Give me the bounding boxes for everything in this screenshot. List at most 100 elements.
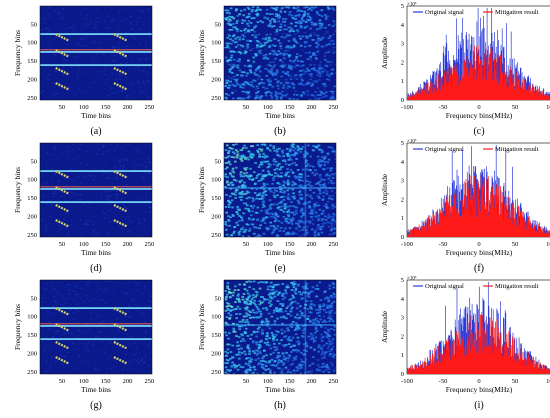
chirp-mark bbox=[113, 307, 128, 316]
panel-label: (c) bbox=[473, 126, 484, 137]
y-tick-label: 2 bbox=[401, 59, 404, 66]
y-axis-label: Frequency bins bbox=[197, 304, 206, 350]
legend-entry: Mitigation result bbox=[495, 9, 539, 16]
x-tick-label: 200 bbox=[307, 378, 317, 385]
y-tick-label: 200 bbox=[211, 213, 221, 220]
x-tick-label: 0 bbox=[477, 241, 480, 248]
y-tick-label: 200 bbox=[27, 213, 37, 220]
y-tick-label: 4 bbox=[401, 159, 405, 166]
panel-b: 50 100 150 200 250 50 100 150 200 250 Time bins Fre… bbox=[192, 2, 372, 139]
y-tick-label: 50 bbox=[31, 158, 38, 165]
x-tick-label: 100 bbox=[546, 378, 550, 385]
y-tick-label: 2 bbox=[401, 333, 404, 340]
x-tick-label: 150 bbox=[285, 378, 295, 385]
legend: Original signal Mitigation result bbox=[413, 9, 539, 16]
y-exponent: ×10³ bbox=[407, 2, 417, 8]
x-tick-label: 250 bbox=[329, 104, 339, 111]
y-exponent: ×10³ bbox=[407, 276, 417, 282]
panel-plot: 50 100 150 200 250 50 100 150 200 250 Time bins Fre… bbox=[197, 5, 339, 137]
x-axis-label: Frequency bins(MHz) bbox=[446, 111, 513, 120]
panel-label: (a) bbox=[90, 126, 101, 137]
heatmap-content bbox=[40, 143, 152, 237]
y-axis-label: Amplitude bbox=[380, 36, 389, 69]
x-tick-label: 100 bbox=[546, 241, 550, 248]
y-tick-label: 250 bbox=[27, 232, 37, 239]
y-tick-label: 4 bbox=[401, 296, 405, 303]
heatmap-content bbox=[40, 280, 152, 374]
x-tick-label: 200 bbox=[123, 104, 133, 111]
y-tick-label: 250 bbox=[27, 369, 37, 376]
interference-line bbox=[40, 188, 152, 190]
y-tick-label: 150 bbox=[27, 195, 37, 202]
chirp-mark bbox=[113, 204, 128, 213]
x-tick-label: 100 bbox=[79, 104, 89, 111]
legend-entry: Original signal bbox=[425, 146, 464, 153]
y-axis-label: Amplitude bbox=[380, 173, 389, 206]
panel-label: (g) bbox=[90, 400, 102, 411]
y-tick-label: 250 bbox=[211, 232, 221, 239]
heatmap-background bbox=[40, 143, 152, 237]
chirp-mark bbox=[55, 82, 70, 91]
panel-i: ×10³ Original signal Mitigation result -100… bbox=[375, 276, 550, 413]
x-tick-label: 50 bbox=[243, 241, 250, 248]
x-tick-label: 100 bbox=[79, 241, 89, 248]
y-tick-label: 3 bbox=[401, 178, 404, 185]
x-tick-label: 150 bbox=[101, 104, 111, 111]
x-tick-label: 100 bbox=[263, 378, 273, 385]
x-tick-label: 100 bbox=[79, 378, 89, 385]
y-tick-label: 50 bbox=[31, 295, 38, 302]
panel-plot: 50 100 150 200 250 50 100 150 200 250 Time bins Fre… bbox=[13, 279, 154, 411]
x-tick-label: 200 bbox=[123, 241, 133, 248]
legend-entry: Original signal bbox=[425, 283, 464, 290]
y-axis-label: Frequency bins bbox=[197, 167, 206, 213]
x-axis-label: Time bins bbox=[81, 111, 111, 120]
x-tick-label: -100 bbox=[401, 378, 413, 385]
x-tick-label: 100 bbox=[546, 104, 550, 111]
panel-g: 50 100 150 200 250 50 100 150 200 250 Time bins Fre… bbox=[8, 276, 188, 413]
y-axis-label: Frequency bins bbox=[13, 304, 22, 350]
y-tick-label: 100 bbox=[211, 177, 221, 184]
x-axis-label: Time bins bbox=[81, 385, 111, 394]
panel-label: (e) bbox=[274, 263, 285, 274]
interference-line bbox=[40, 170, 152, 172]
x-tick-label: 150 bbox=[101, 241, 111, 248]
y-tick-label: 250 bbox=[211, 95, 221, 102]
panel-label: (b) bbox=[274, 126, 286, 137]
panel-h: 50 100 150 200 250 50 100 150 200 250 Time bins Fre… bbox=[192, 276, 372, 413]
y-tick-label: 2 bbox=[401, 196, 404, 203]
x-tick-label: 150 bbox=[285, 241, 295, 248]
panel-c: ×10³ Original signal Mitigation result -100… bbox=[375, 2, 550, 139]
y-tick-label: 4 bbox=[401, 22, 405, 29]
x-tick-label: 50 bbox=[243, 104, 250, 111]
chirp-mark bbox=[55, 356, 70, 365]
legend: Original signal Mitigation result bbox=[413, 146, 539, 153]
panel-plot: 50 100 150 200 250 50 100 150 200 250 Time bins Fre… bbox=[197, 279, 338, 411]
chirp-mark bbox=[113, 82, 128, 91]
chirp-mark bbox=[55, 341, 70, 350]
y-tick-label: 1 bbox=[401, 352, 404, 359]
chirp-mark bbox=[55, 204, 70, 213]
x-tick-label: 50 bbox=[512, 241, 519, 248]
y-tick-label: 1 bbox=[401, 215, 404, 222]
y-tick-label: 50 bbox=[31, 21, 38, 28]
legend: Original signal Mitigation result bbox=[413, 283, 539, 290]
y-tick-label: 100 bbox=[27, 314, 37, 321]
panel-d: 50 100 150 200 250 50 100 150 200 250 Time bins Fre… bbox=[8, 139, 188, 276]
panel-e: 50 100 150 200 250 50 100 150 200 250 Time bins Fre… bbox=[192, 139, 372, 276]
panel-plot: ×10³ Original signal Mitigation result -100… bbox=[380, 139, 550, 274]
interference-line bbox=[40, 323, 152, 325]
chirp-mark bbox=[113, 33, 128, 42]
y-axis-label: Amplitude bbox=[380, 310, 389, 343]
x-tick-label: 50 bbox=[512, 104, 519, 111]
heatmap-content bbox=[224, 280, 336, 374]
y-tick-label: 3 bbox=[401, 41, 404, 48]
heatmap-content bbox=[40, 6, 152, 100]
legend-entry: Original signal bbox=[425, 9, 464, 16]
panel-label: (h) bbox=[274, 400, 286, 411]
y-axis-label: Frequency bins bbox=[197, 30, 206, 76]
y-axis-label: Frequency bins bbox=[13, 30, 22, 76]
y-tick-label: 5 bbox=[401, 3, 404, 10]
y-tick-label: 0 bbox=[401, 234, 404, 241]
x-tick-label: 50 bbox=[59, 378, 66, 385]
interference-line bbox=[40, 201, 152, 204]
